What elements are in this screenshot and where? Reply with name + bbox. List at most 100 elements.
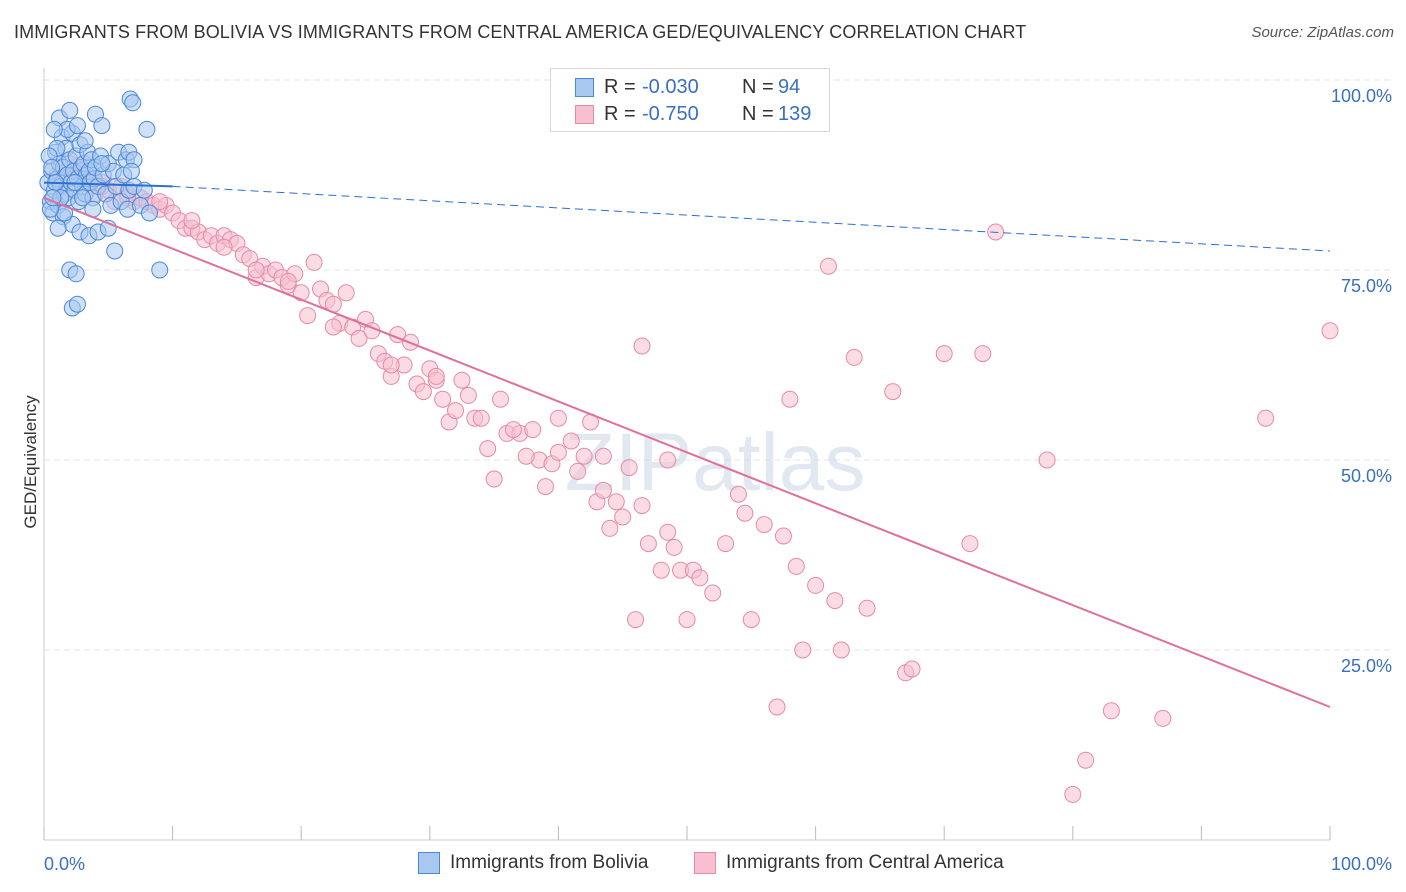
central-america-point: [633, 337, 651, 355]
y-tick-label-1: 75.0%: [1341, 276, 1392, 296]
legend-item-bolivia[interactable]: Immigrants from Bolivia: [418, 852, 649, 874]
legend-r-label: R =: [604, 75, 636, 98]
trend-line-bolivia: [43, 181, 173, 188]
source-label: Source: ZipAtlas.com: [1251, 24, 1394, 41]
grid-lines: [44, 79, 1392, 651]
bolivia-point: [138, 120, 156, 138]
legend-swatch-central-america: [694, 852, 716, 874]
central-america-point: [279, 272, 297, 290]
legend-n-label: N =: [742, 102, 774, 125]
central-america-point: [434, 390, 452, 408]
central-america-point: [961, 535, 979, 553]
central-america-point: [1064, 785, 1082, 803]
data-points: [39, 71, 1339, 803]
central-america-point: [627, 611, 645, 629]
central-america-point: [183, 212, 201, 230]
central-america-point: [562, 432, 580, 450]
central-america-point: [620, 459, 638, 477]
x-tick-label-min: 0.0%: [44, 854, 85, 874]
central-america-point: [858, 599, 876, 617]
central-america-point: [633, 497, 651, 515]
central-america-point: [742, 611, 760, 629]
central-america-point: [729, 485, 747, 503]
central-america-point: [678, 611, 696, 629]
central-america-point: [935, 345, 953, 363]
central-america-point: [884, 383, 902, 401]
legend-row-central-america: R = -0.750 N = 139: [575, 100, 811, 128]
legend-r-value: -0.030: [642, 75, 699, 98]
bolivia-point: [151, 261, 169, 279]
legend-r-label: R =: [604, 102, 636, 125]
central-america-point: [537, 478, 555, 496]
central-america-point: [453, 371, 471, 389]
central-america-point: [704, 584, 722, 602]
bolivia-point: [124, 94, 142, 112]
tick-labels: 100.0% 75.0% 50.0% 25.0% 0.0% 100.0%: [44, 86, 1392, 874]
central-america-point: [1154, 709, 1172, 727]
central-america-point: [1102, 702, 1120, 720]
central-america-point: [504, 421, 522, 439]
trend-line-central-america: [43, 196, 1331, 708]
bolivia-point: [93, 117, 111, 135]
trend-line-bolivia-extension: [172, 185, 1331, 252]
central-america-point: [845, 348, 863, 366]
central-america-point: [414, 383, 432, 401]
central-america-point: [247, 261, 265, 279]
bolivia-point: [67, 265, 85, 283]
series-legend: Immigrants from Bolivia Immigrants from …: [0, 852, 1406, 878]
central-america-point: [691, 569, 709, 587]
legend-row-bolivia: R = -0.030 N = 94: [575, 73, 800, 101]
central-america-point: [794, 641, 812, 659]
central-america-point: [549, 409, 567, 427]
central-america-point: [492, 390, 510, 408]
central-america-point: [826, 592, 844, 610]
central-america-point: [524, 421, 542, 439]
central-america-point: [292, 284, 310, 302]
trend-lines: [43, 181, 1331, 708]
central-america-point: [299, 307, 317, 325]
central-america-point: [517, 447, 535, 465]
bolivia-point: [140, 204, 158, 222]
legend-label-central-america: Immigrants from Central America: [726, 852, 1004, 873]
central-america-point: [607, 493, 625, 511]
central-america-point: [151, 193, 169, 211]
central-america-point: [717, 535, 735, 553]
bolivia-point: [122, 162, 140, 180]
central-america-point: [215, 238, 233, 256]
central-america-point: [736, 504, 754, 522]
central-america-point: [652, 561, 670, 579]
central-america-point: [614, 508, 632, 526]
central-america-point: [832, 641, 850, 659]
stats-legend: R = -0.030 N = 94 R = -0.750 N = 139: [550, 68, 830, 132]
central-america-point: [665, 538, 683, 556]
central-america-point: [485, 470, 503, 488]
y-tick-label-3: 25.0%: [1341, 656, 1392, 676]
central-america-point: [305, 253, 323, 271]
bolivia-point: [106, 242, 124, 260]
bolivia-point: [45, 120, 63, 138]
central-america-point: [459, 386, 477, 404]
central-america-point: [447, 402, 465, 420]
central-america-point: [1321, 322, 1339, 340]
bolivia-point: [68, 295, 86, 313]
y-tick-label-2: 50.0%: [1341, 466, 1392, 486]
central-america-point: [472, 409, 490, 427]
central-america-point: [774, 527, 792, 545]
legend-n-value: 139: [778, 102, 812, 125]
central-america-point: [1257, 409, 1275, 427]
central-america-point: [903, 660, 921, 678]
central-america-point: [337, 284, 355, 302]
bolivia-point: [93, 155, 111, 173]
legend-swatch-bolivia: [418, 852, 440, 874]
central-america-point: [768, 698, 786, 716]
central-america-point: [807, 576, 825, 594]
central-america-point: [479, 440, 497, 458]
x-tick-label-max: 100.0%: [1331, 854, 1392, 874]
central-america-point: [549, 443, 567, 461]
legend-item-central-america[interactable]: Immigrants from Central America: [694, 852, 1004, 874]
central-america-point: [1038, 451, 1056, 469]
bolivia-point: [76, 132, 94, 150]
legend-n-label: N =: [742, 75, 774, 98]
central-america-point: [639, 535, 657, 553]
